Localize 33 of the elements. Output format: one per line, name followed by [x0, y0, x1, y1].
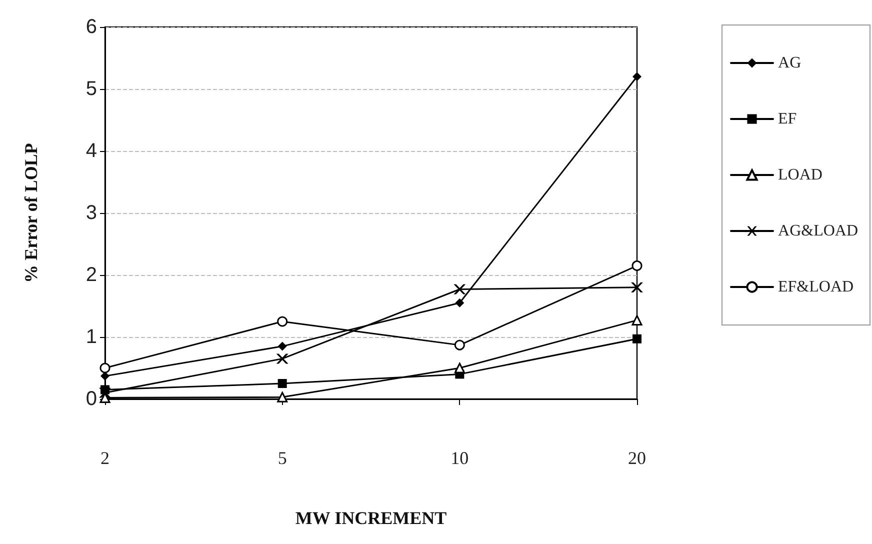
point — [278, 379, 287, 388]
point — [277, 392, 288, 402]
point — [276, 354, 288, 364]
x-tick-label: 20 — [628, 448, 646, 468]
y-tick-label: 4 — [86, 140, 97, 162]
point — [455, 298, 464, 308]
y-tick-label: 5 — [86, 78, 97, 100]
point — [632, 260, 642, 271]
y-tick-label: 0 — [86, 388, 97, 410]
legend-label: EF&LOAD — [778, 278, 854, 296]
x-tick-label: 5 — [278, 448, 287, 468]
point — [632, 315, 642, 326]
point — [631, 282, 643, 292]
y-tick-label: 3 — [86, 202, 97, 224]
legend-label: LOAD — [778, 166, 822, 184]
legend-label: AG — [778, 54, 802, 72]
x-tick-label: 10 — [450, 448, 469, 468]
point — [277, 316, 288, 327]
y-tick-label: 6 — [86, 16, 97, 38]
point — [278, 342, 287, 351]
legend-label: EF — [778, 110, 797, 128]
point — [632, 334, 642, 344]
point — [100, 362, 110, 374]
point — [454, 340, 465, 350]
legend-label: AG&LOAD — [778, 222, 858, 240]
y-axis-title: % Error of LOLP — [21, 143, 41, 283]
x-axis-title: MW INCREMENT — [295, 508, 447, 528]
y-tick-label: 1 — [86, 326, 97, 348]
point — [454, 362, 465, 374]
point — [632, 72, 642, 82]
point — [454, 284, 466, 294]
x-tick-label: 2 — [100, 448, 110, 468]
y-tick-label: 2 — [86, 264, 97, 286]
